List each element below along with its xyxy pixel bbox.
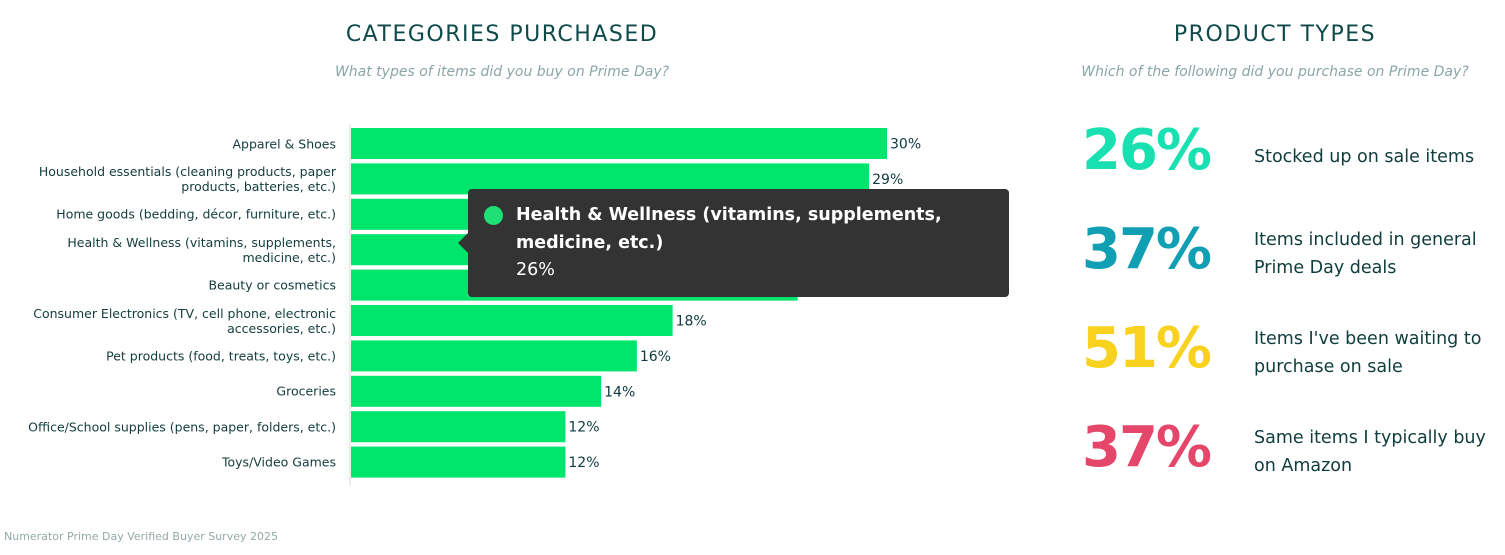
bar-value-label: 14% [604,384,635,400]
category-label: Toys/Video Games [221,454,336,470]
tooltip-category-label: Health & Wellness (vitamins, supplements… [516,205,942,253]
category-label: Consumer Electronics (TV, cell phone, el… [33,305,336,336]
categories-subtitle: What types of items did you buy on Prime… [334,64,670,80]
category-label: Pet products (food, treats, toys, etc.) [106,348,336,364]
chart-tooltip: Health & Wellness (vitamins, supplements… [458,189,1009,297]
category-label: Home goods (bedding, décor, furniture, e… [56,206,336,222]
tooltip-series-dot [484,206,503,225]
bar[interactable] [351,375,602,407]
bar-value-label: 29% [872,172,903,188]
bar-value-label: 18% [676,314,707,330]
bar[interactable] [351,305,673,336]
stat-label-waiting-items: Items I've been waiting to purchase on s… [1254,329,1482,377]
bar[interactable] [351,446,566,478]
category-label: Household essentials (cleaning products,… [38,163,336,194]
source-footnote: Numerator Prime Day Verified Buyer Surve… [4,530,278,543]
category-label: Health & Wellness (vitamins, supplements… [67,234,336,265]
category-label: Beauty or cosmetics [208,277,336,293]
bar-value-label: 12% [568,455,599,471]
stat-label-typical-items: Same items I typically buy on Amazon [1254,428,1486,476]
category-label: Office/School supplies (pens, paper, fol… [28,419,336,435]
categories-title: CATEGORIES PURCHASED [345,22,659,47]
stat-percent-general-deals: 37% [1082,217,1212,282]
stat-percent-waiting-items: 51% [1082,316,1212,381]
bar-value-label: 12% [568,420,599,436]
stat-percent-sale-items: 26% [1082,118,1212,183]
tooltip-value: 26% [516,260,555,280]
category-label: Groceries [276,383,336,399]
bar-value-label: 30% [890,137,921,153]
category-label: Apparel & Shoes [232,136,336,151]
stat-percent-typical-items: 37% [1082,415,1212,480]
product-types-subtitle: Which of the following did you purchase … [1081,64,1469,80]
bar[interactable] [351,340,637,372]
bar[interactable] [351,411,566,443]
bar-value-label: 16% [640,349,671,365]
product-types-title: PRODUCT TYPES [1173,22,1377,47]
bar[interactable] [351,128,887,159]
stat-label-sale-items: Stocked up on sale items [1254,147,1475,167]
stat-label-general-deals: Items included in general Prime Day deal… [1254,230,1477,278]
